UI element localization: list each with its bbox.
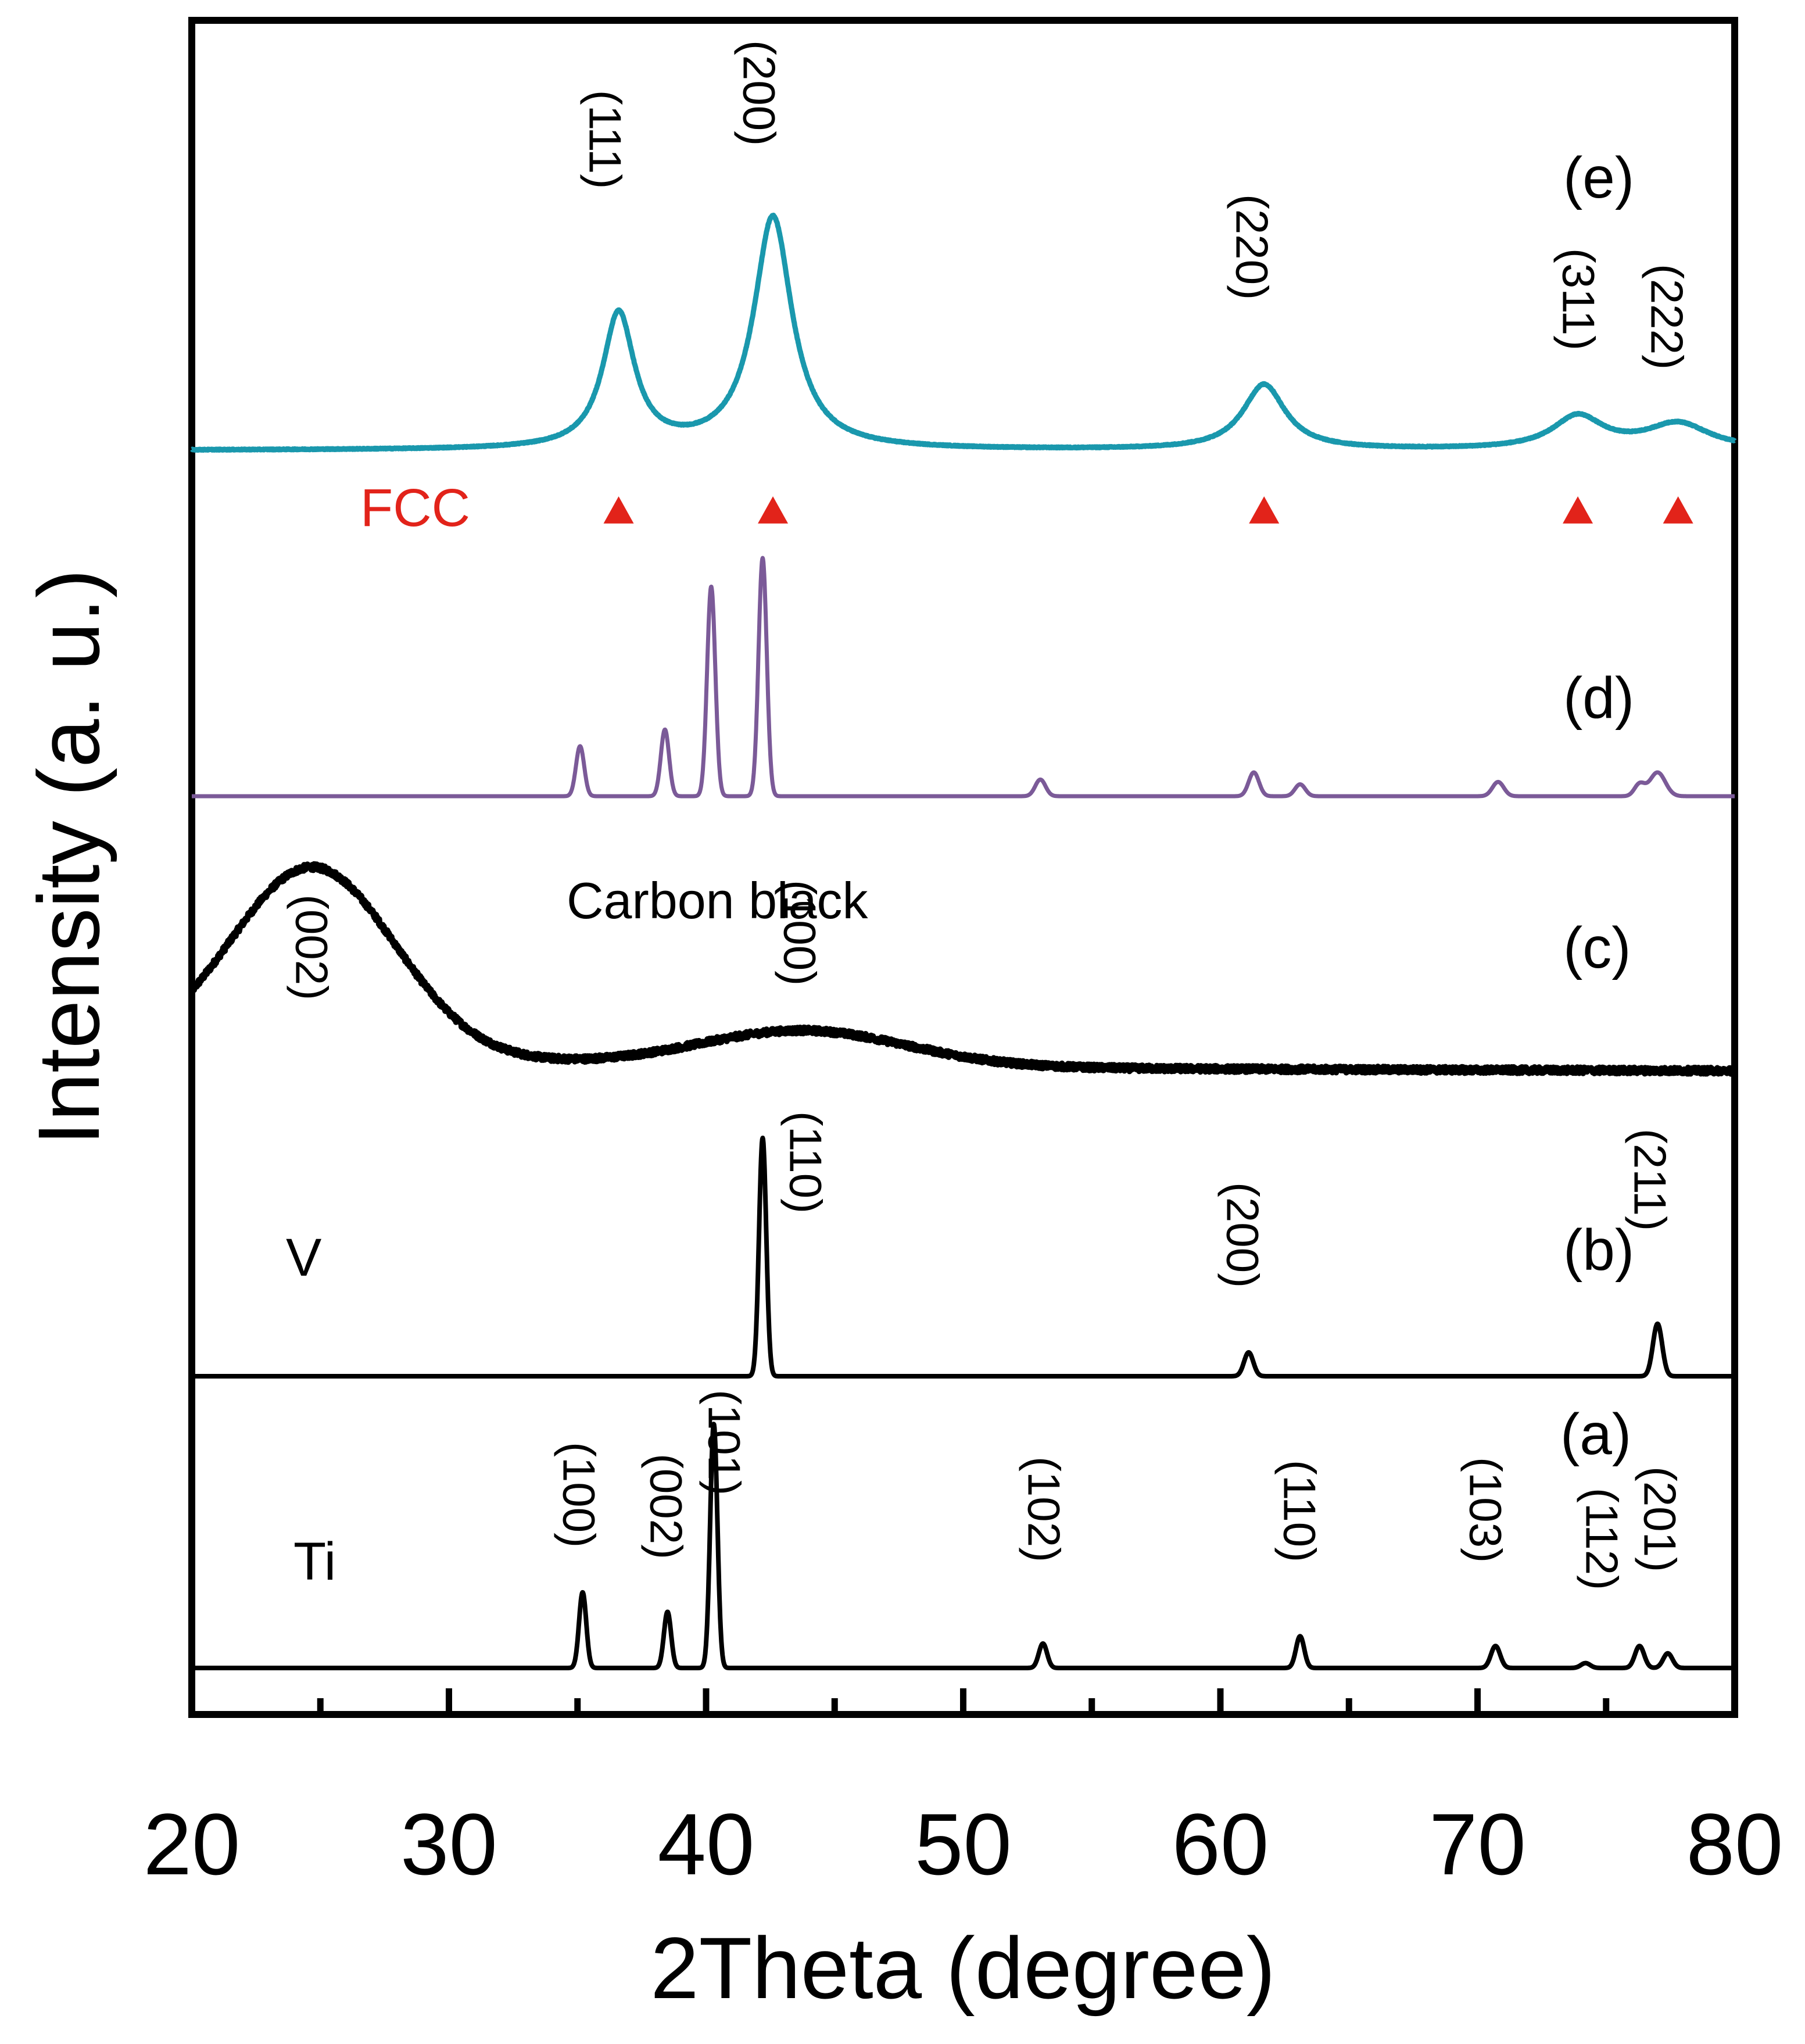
- x-tick-label: 60: [1172, 1795, 1269, 1893]
- peak-label-a: (102): [1018, 1456, 1069, 1562]
- fcc-marker: [1249, 496, 1280, 524]
- series-d: [190, 556, 1736, 799]
- fcc-marker: [758, 496, 789, 524]
- peak-label-e: (200): [733, 40, 785, 146]
- series-a-name: (a): [1560, 1402, 1631, 1467]
- series-d-name: (d): [1563, 665, 1634, 731]
- peak-label-e: (222): [1641, 264, 1692, 370]
- x-tick-label: 20: [144, 1795, 241, 1893]
- y-axis-label: Intensity (a. u.): [20, 569, 117, 1146]
- peak-label-c: (002): [286, 894, 337, 1000]
- series-a-sample: Ti: [293, 1532, 336, 1591]
- series-b-line: [189, 1136, 1737, 1379]
- series-e-name: (e): [1563, 145, 1634, 210]
- x-tick-label: 80: [1686, 1795, 1783, 1893]
- fcc-marker: [1563, 496, 1593, 524]
- series-c: [189, 861, 1738, 1077]
- series-b: [189, 1136, 1737, 1379]
- series-e: [189, 212, 1737, 453]
- x-tick-label: 70: [1429, 1795, 1526, 1893]
- fcc-marker: [1663, 496, 1693, 524]
- fcc-marker: [603, 496, 634, 524]
- fcc-marker-label: FCC: [360, 478, 470, 538]
- series-b-sample: V: [286, 1228, 321, 1287]
- x-tick-label: 30: [400, 1795, 497, 1893]
- series-c-name: (c): [1563, 915, 1631, 980]
- x-tick-label: 50: [915, 1795, 1012, 1893]
- series-a: [189, 1422, 1737, 1670]
- peak-label-e: (311): [1553, 248, 1604, 350]
- peak-label-a: (110): [1274, 1460, 1325, 1562]
- fcc-marker-layer: [603, 496, 1693, 524]
- peak-label-a: (101): [699, 1390, 750, 1495]
- peak-label-a: (100): [553, 1442, 604, 1548]
- peak-label-a: (002): [640, 1454, 692, 1559]
- x-axis: 20 30 40 50 60 70 80: [144, 1688, 1783, 1893]
- series-b-name: (b): [1563, 1218, 1634, 1283]
- peak-label-a: (103): [1460, 1457, 1511, 1563]
- x-tick-label: 40: [658, 1795, 755, 1893]
- series-e-line: [189, 212, 1737, 453]
- series-d-line: [190, 556, 1736, 799]
- peak-label-a: (112): [1576, 1488, 1627, 1590]
- peak-label-b: (211): [1624, 1129, 1675, 1231]
- series-layer: [189, 212, 1738, 1670]
- series-a-line: [189, 1422, 1737, 1670]
- x-axis-label: 2Theta (degree): [650, 1919, 1276, 2017]
- peak-label-e: (220): [1226, 194, 1277, 300]
- peak-label-c: (100): [774, 880, 825, 986]
- series-c-sample: Carbon black: [567, 872, 869, 929]
- peak-label-e: (111): [579, 90, 631, 189]
- peak-label-b: (200): [1217, 1182, 1268, 1288]
- peak-label-b: (110): [780, 1111, 831, 1213]
- label-layer: (a)Ti(100) (002)(101)(102) (110) (103) (112)…: [286, 40, 1692, 1591]
- series-c-line: [189, 861, 1738, 1077]
- peak-label-a: (201): [1634, 1466, 1685, 1572]
